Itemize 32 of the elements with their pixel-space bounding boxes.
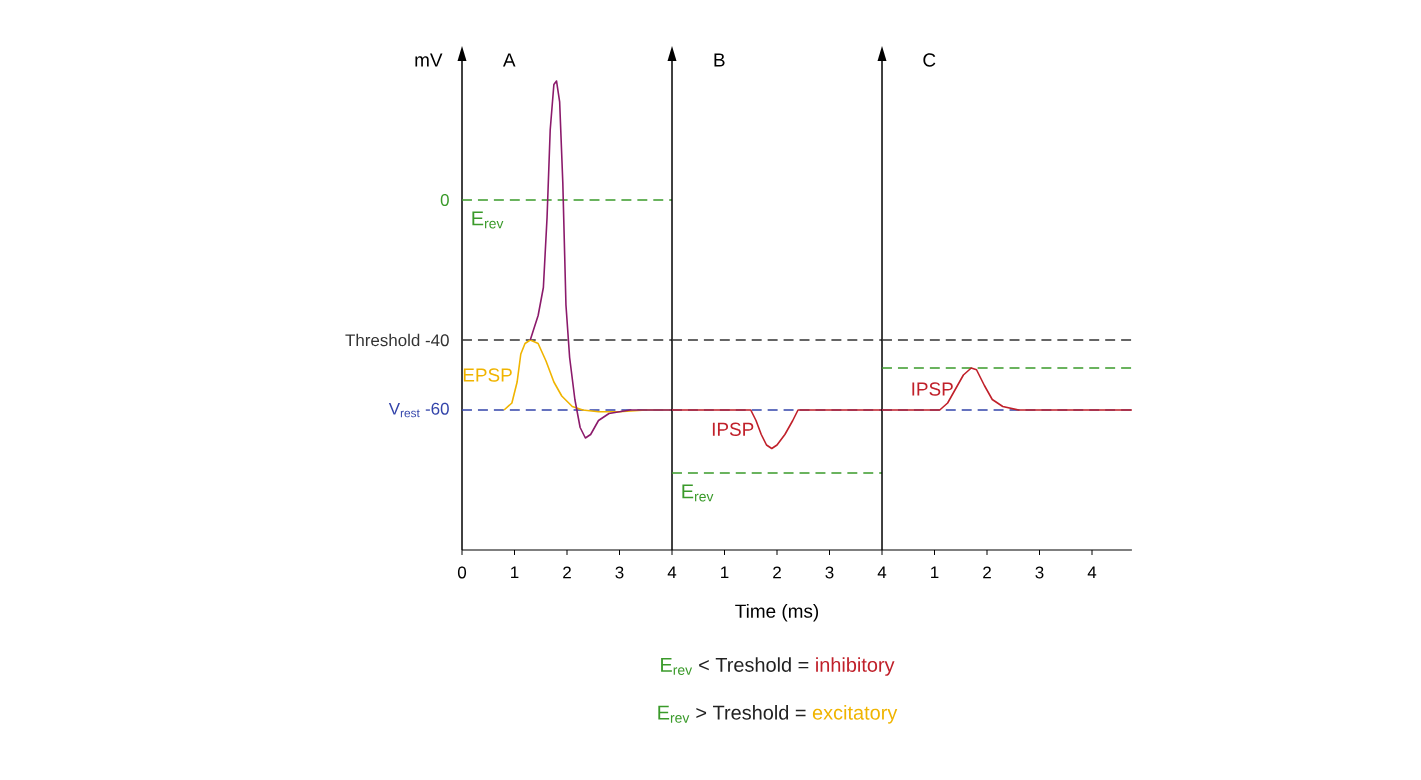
x-axis-title: Time (ms)	[735, 603, 819, 622]
series-label: IPSP	[912, 382, 953, 396]
chart-title: B	[714, 53, 725, 67]
x-tick-label: 1	[931, 566, 939, 579]
text: > Treshold =	[696, 705, 806, 720]
x-tick-label: 2	[983, 566, 991, 579]
x-tick-label: 4	[877, 566, 887, 579]
x-tick-label: 0	[457, 566, 467, 579]
y-tick-label: Threshold -40	[345, 333, 449, 347]
text: E$_{rev}$	[661, 658, 693, 675]
text: excitatory	[812, 705, 898, 724]
x-tick-label: 4	[667, 566, 677, 579]
x-tick-label: 4	[1087, 566, 1097, 579]
chart-title: C	[923, 53, 936, 67]
x-tick-label: 2	[773, 566, 781, 579]
y-tick-label: V$_{rest}$ -60	[388, 402, 449, 418]
text: inhibitory	[816, 657, 895, 676]
ref-line-label: E$_{rev}$	[682, 484, 714, 502]
series-label: IPSP	[712, 422, 754, 436]
series-label: EPSP	[463, 368, 512, 382]
text: < Treshold =	[699, 657, 809, 672]
x-tick-label: 3	[825, 566, 834, 579]
x-tick-label: 1	[721, 566, 729, 579]
text: E$_{rev}$	[658, 705, 690, 723]
chart-title: A	[502, 53, 516, 67]
x-tick-label: 3	[615, 566, 624, 579]
x-tick-label: 2	[563, 566, 571, 579]
y-tick-label: 0	[440, 194, 449, 206]
x-tick-label: 1	[511, 566, 519, 579]
x-tick-label: 3	[1035, 566, 1044, 579]
y-axis-title: mV	[415, 53, 443, 67]
ref-line-label: E$_{rev}$	[472, 211, 504, 229]
